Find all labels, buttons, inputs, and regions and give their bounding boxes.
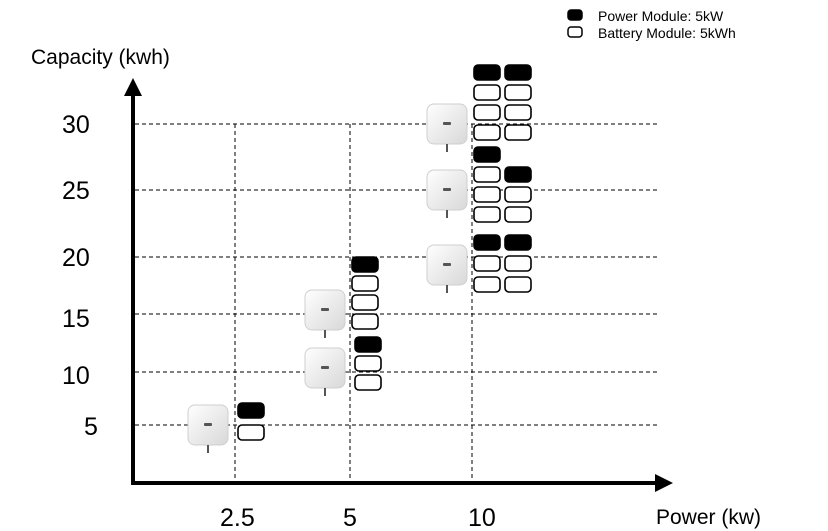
- y-tick-label: 25: [62, 177, 90, 205]
- power-module: [504, 234, 532, 251]
- x-tick-label: 5: [343, 504, 357, 531]
- inverter-icon: [304, 347, 346, 396]
- y-axis-arrow: [124, 78, 142, 96]
- power-module: [354, 336, 382, 353]
- inverter-display: [443, 188, 451, 191]
- inverter-icon: [426, 169, 468, 218]
- power-module: [473, 64, 501, 81]
- battery-module: [237, 424, 265, 441]
- legend: Power Module: 5kW Battery Module: 5kWh: [567, 8, 736, 41]
- battery-module: [504, 255, 532, 272]
- power-module: [473, 146, 501, 163]
- battery-module: [473, 124, 501, 141]
- battery-module: [504, 84, 532, 101]
- y-tick-label: 30: [62, 111, 90, 139]
- x-tick-label: 2.5: [220, 504, 255, 531]
- battery-module: [473, 84, 501, 101]
- inverter-icon: [187, 404, 229, 453]
- power-module: [504, 64, 532, 81]
- inverter-display: [321, 366, 329, 369]
- legend-swatch-battery-module: [567, 26, 583, 38]
- battery-module: [473, 166, 501, 183]
- battery-module: [504, 186, 532, 203]
- battery-module: [473, 186, 501, 203]
- battery-module: [351, 275, 379, 292]
- battery-module: [351, 294, 379, 311]
- y-tick-label: 15: [62, 305, 90, 333]
- inverter-display: [204, 423, 212, 426]
- power-module: [351, 256, 379, 273]
- battery-module: [351, 313, 379, 330]
- y-tick-label: 5: [84, 413, 98, 441]
- inverter-icon: [426, 244, 468, 293]
- battery-module: [473, 276, 501, 293]
- battery-module: [504, 104, 532, 121]
- inverter-icon: [304, 289, 346, 338]
- power-module: [473, 234, 501, 251]
- y-tick-label: 10: [62, 362, 90, 390]
- inverter-display: [443, 122, 451, 125]
- axes: [124, 78, 673, 492]
- power-module: [504, 166, 532, 183]
- battery-module: [504, 276, 532, 293]
- configuration-marks: [187, 64, 532, 453]
- battery-module: [504, 124, 532, 141]
- battery-module: [504, 206, 532, 223]
- legend-label: Battery Module: 5kWh: [598, 25, 736, 41]
- inverter-icon: [426, 103, 468, 152]
- battery-module: [473, 255, 501, 272]
- y-tick-label: 20: [62, 244, 90, 272]
- power-module: [237, 402, 265, 419]
- legend-swatch-power-module: [567, 9, 583, 21]
- battery-module: [354, 374, 382, 391]
- inverter-display: [443, 263, 451, 266]
- inverter-display: [321, 308, 329, 311]
- battery-module: [473, 104, 501, 121]
- battery-module: [473, 206, 501, 223]
- x-axis-arrow: [655, 474, 673, 492]
- battery-module: [354, 355, 382, 372]
- x-axis-title: Power (kw): [656, 506, 761, 529]
- legend-label: Power Module: 5kW: [598, 8, 724, 24]
- x-tick-label: 10: [468, 504, 496, 531]
- y-axis-title: Capacity (kwh): [31, 46, 170, 69]
